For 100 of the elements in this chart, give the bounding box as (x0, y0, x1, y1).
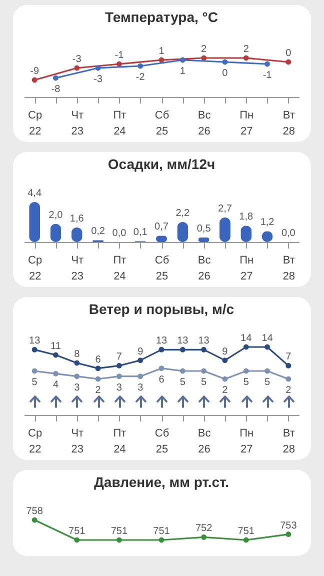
chart-title: Давление, мм рт.ст. (94, 474, 230, 490)
data-label: 751 (110, 526, 128, 537)
data-label: 0,2 (91, 226, 106, 238)
data-label: 2,7 (218, 203, 232, 214)
point (180, 57, 186, 63)
point (243, 55, 249, 61)
data-label: 2 (286, 385, 292, 396)
point (222, 358, 228, 364)
point (180, 368, 186, 374)
x-tick-label: Вт 28 (282, 254, 296, 282)
x-tick-label: Вс 26 (198, 110, 212, 138)
data-label: 13 (156, 336, 168, 347)
data-label: 1,8 (239, 212, 254, 223)
point (138, 358, 144, 364)
x-tick-label: Ср 22 (28, 110, 42, 138)
point (201, 346, 207, 352)
data-label: 5 (180, 377, 186, 388)
point (286, 59, 292, 65)
point (138, 374, 144, 380)
point (95, 376, 101, 382)
data-label: 3 (138, 382, 144, 394)
data-label: 13 (177, 336, 189, 347)
data-label: 2 (95, 385, 102, 396)
point (74, 537, 80, 543)
data-label: 1,2 (260, 217, 275, 228)
data-label: 14 (240, 333, 252, 344)
data-label: 1 (158, 46, 165, 57)
point (32, 346, 38, 352)
data-label: 4 (52, 380, 59, 391)
x-tick-label: Сб 25 (154, 110, 170, 138)
point (138, 63, 144, 69)
point (116, 374, 122, 380)
data-label: 3 (116, 382, 122, 394)
x-tick-label: Ср 22 (28, 254, 42, 282)
data-label: 751 (68, 526, 86, 537)
chart-title: Температура, °C (104, 9, 218, 25)
data-label: 4,4 (28, 188, 42, 199)
x-tick-label: Чт 23 (71, 110, 84, 138)
point (264, 61, 270, 67)
data-label: 2 (201, 44, 208, 55)
data-label: -1 (114, 50, 124, 61)
data-label: 6 (95, 354, 102, 366)
x-tick-label: Пн 27 (240, 110, 254, 138)
data-label: 5 (201, 377, 208, 388)
data-label: 2 (222, 385, 228, 396)
data-label: 2 (243, 44, 250, 55)
data-label: 6 (158, 374, 165, 386)
x-tick-label: Сб 25 (154, 428, 170, 456)
point (222, 376, 228, 382)
point (158, 366, 164, 372)
x-tick-label: Сб 25 (154, 254, 170, 282)
data-label: 11 (50, 341, 62, 352)
point (32, 517, 38, 523)
data-label: 14 (262, 333, 274, 344)
point (95, 65, 101, 71)
data-label: -3 (72, 54, 82, 65)
point (158, 537, 164, 543)
point (116, 61, 122, 67)
x-tick-label: Чт 23 (71, 254, 84, 282)
data-label: 5 (264, 377, 270, 388)
data-label: 0,7 (154, 222, 169, 233)
point (74, 360, 80, 366)
data-label: 751 (238, 526, 255, 537)
data-label: 2,0 (48, 210, 64, 221)
data-label: 3 (74, 382, 80, 394)
x-tick-label: Пт 24 (113, 254, 126, 282)
data-label: 13 (198, 336, 210, 347)
point (201, 55, 207, 61)
x-tick-label: Пн 27 (240, 254, 254, 282)
x-tick-label: Вт 28 (282, 428, 296, 456)
data-label: 5 (32, 377, 38, 388)
point (201, 534, 207, 540)
point (243, 368, 249, 374)
data-label: 0 (286, 48, 292, 59)
point (74, 65, 80, 71)
data-label: -3 (94, 74, 103, 85)
point (264, 368, 270, 374)
data-label: 752 (195, 523, 213, 534)
point (116, 362, 122, 368)
data-label: 9 (222, 346, 228, 358)
x-tick-label: Ср 22 (28, 428, 42, 456)
data-label: 9 (138, 346, 144, 358)
point (201, 368, 207, 374)
data-label: 0,0 (112, 228, 127, 239)
x-tick-label: Пт 24 (113, 110, 126, 138)
chart-title: Осадки, мм/12ч (108, 156, 216, 172)
point (52, 370, 58, 376)
data-label: -8 (51, 84, 61, 95)
data-label: 753 (280, 520, 298, 532)
point (286, 532, 292, 538)
x-tick-label: Вт 28 (282, 110, 296, 138)
data-label: -2 (136, 72, 146, 83)
point (52, 75, 58, 81)
point (286, 362, 292, 368)
data-label: 5 (243, 377, 250, 388)
point (222, 59, 228, 65)
point (286, 376, 292, 382)
data-label: 1 (180, 66, 186, 77)
data-label: 7 (116, 352, 122, 363)
data-label: 2,2 (176, 208, 190, 219)
